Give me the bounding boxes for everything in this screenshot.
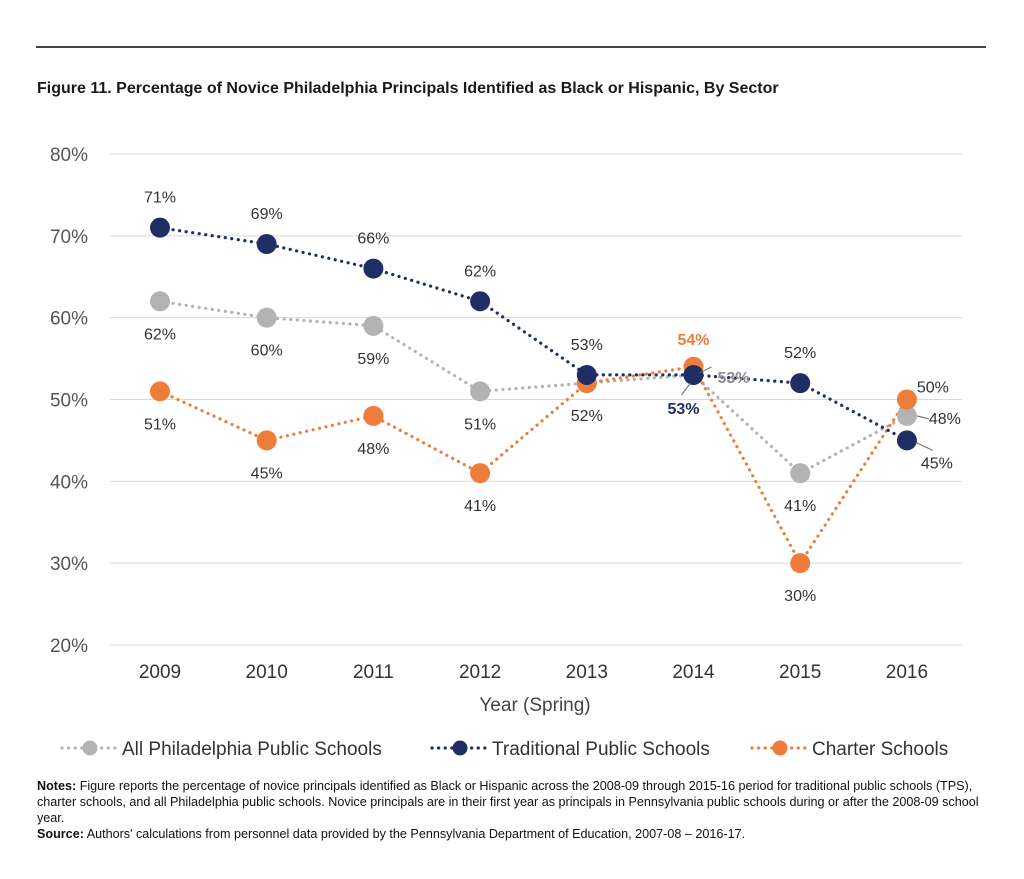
data-labels: 62% 60% 59% 51% 53% 41% 48% 71% 69% 66% 62% 53% 53% 5…	[144, 190, 961, 606]
data-point	[150, 217, 170, 238]
legend-label: Traditional Public Schools	[492, 739, 710, 760]
data-label: 60%	[251, 343, 283, 360]
data-point	[576, 364, 597, 385]
data-label: 51%	[144, 416, 176, 433]
data-point	[256, 234, 277, 255]
data-label: 51%	[464, 416, 496, 433]
y-tick-label: 70%	[50, 227, 88, 248]
data-label: 53%	[571, 337, 603, 354]
y-tick-label: 20%	[50, 636, 88, 657]
data-point	[896, 430, 917, 451]
data-point	[896, 405, 917, 426]
legend-marker	[452, 740, 468, 756]
data-point	[150, 381, 170, 402]
x-tick-label: 2014	[672, 662, 715, 683]
series-line	[158, 299, 909, 476]
data-point	[256, 307, 277, 328]
y-tick-labels: 20% 30% 40% 50% 60% 70% 80%	[50, 145, 88, 657]
x-tick-labels: 2009 2010 2011 2012 2013 2014 2015 2016	[139, 662, 928, 683]
notes-label: Notes:	[37, 779, 77, 793]
data-label: 41%	[784, 498, 816, 515]
data-label: 30%	[784, 588, 816, 605]
data-label: 52%	[571, 408, 603, 425]
figure-title: Figure 11. Percentage of Novice Philadel…	[37, 80, 779, 97]
x-tick-label: 2015	[779, 662, 821, 683]
y-tick-label: 40%	[50, 472, 88, 493]
data-label: 41%	[464, 498, 496, 515]
y-tick-label: 80%	[50, 145, 88, 166]
data-point	[896, 389, 917, 410]
data-label: 66%	[357, 231, 389, 248]
data-label: 71%	[144, 190, 176, 207]
leader-line	[681, 382, 691, 396]
legend-marker	[772, 740, 788, 756]
data-point	[470, 381, 491, 402]
data-point	[256, 430, 277, 451]
x-tick-label: 2009	[139, 662, 181, 683]
source-text: Authors' calculations from personnel dat…	[86, 827, 746, 841]
data-label: 69%	[251, 206, 283, 223]
top-rule	[36, 46, 986, 48]
data-label: 50%	[917, 380, 949, 397]
data-point	[150, 291, 170, 312]
data-point	[683, 364, 704, 385]
line-chart: 20%30%40%50%60%70%80% 2009 2010 2011 2012 20…	[50, 145, 962, 760]
notes-block: Notes: Figure reports the percentage of …	[37, 778, 987, 842]
x-tick-label: 2010	[246, 662, 288, 683]
data-point	[363, 315, 384, 336]
data-label: 53%	[667, 401, 699, 418]
data-point	[790, 463, 811, 484]
data-point	[790, 553, 811, 574]
data-label: 48%	[357, 441, 389, 458]
x-tick-label: 2016	[886, 662, 928, 683]
series-line	[158, 226, 909, 442]
y-tick-label: 30%	[50, 554, 88, 575]
data-point	[363, 405, 384, 426]
data-label: 53%	[717, 370, 749, 387]
legend-marker	[82, 740, 98, 756]
x-tick-label: 2012	[459, 662, 501, 683]
x-tick-label: 2011	[353, 662, 394, 683]
notes-paragraph: Notes: Figure reports the percentage of …	[37, 778, 987, 826]
series-lines	[158, 226, 909, 567]
data-point	[470, 291, 491, 312]
y-tick-label: 50%	[50, 391, 88, 412]
legend-label: All Philadelphia Public Schools	[122, 739, 382, 760]
legend: All Philadelphia Public Schools Tradition…	[60, 739, 948, 760]
leader-line	[916, 415, 930, 420]
data-label: 62%	[464, 263, 496, 280]
legend-label: Charter Schools	[812, 739, 948, 760]
x-tick-label: 2013	[566, 662, 608, 683]
data-point	[790, 373, 811, 394]
grid-layer	[110, 153, 962, 646]
data-label: 62%	[144, 326, 176, 343]
leader-line	[699, 366, 712, 374]
leader-line	[915, 441, 934, 451]
data-label: 45%	[921, 455, 953, 472]
series-points	[150, 217, 917, 574]
data-label: 48%	[929, 411, 961, 428]
y-tick-label: 60%	[50, 309, 88, 330]
source-paragraph: Source: Authors' calculations from perso…	[37, 826, 987, 842]
source-label: Source:	[37, 827, 84, 841]
x-axis-label: Year (Spring)	[479, 695, 590, 716]
data-point	[363, 258, 384, 279]
data-label: 54%	[677, 332, 709, 349]
data-label: 45%	[251, 465, 283, 482]
notes-text: Figure reports the percentage of novice …	[37, 779, 979, 825]
data-label: 59%	[357, 351, 389, 368]
data-point	[470, 463, 491, 484]
data-label: 52%	[784, 345, 816, 362]
